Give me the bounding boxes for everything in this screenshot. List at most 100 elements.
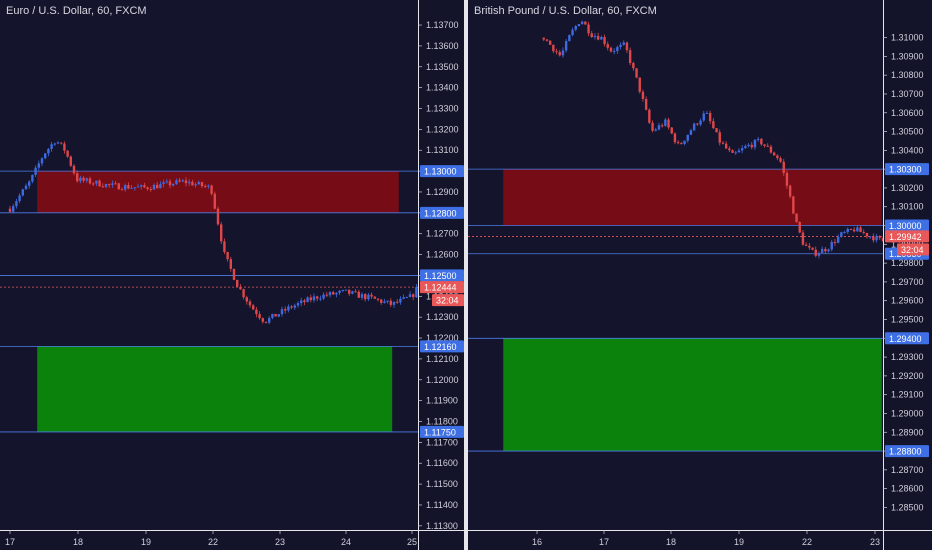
- candle: [21, 188, 24, 197]
- candle-body: [319, 298, 322, 300]
- candle: [632, 61, 635, 71]
- x-tick-label: 23: [870, 537, 880, 547]
- candle-body: [843, 232, 846, 234]
- candle-body: [660, 125, 664, 127]
- candle-body: [181, 180, 184, 182]
- gbpusd-chart-panel[interactable]: 1.31000 1.30900 1.30800 1.30700 1.30600 1.305…: [468, 0, 932, 550]
- candle: [664, 117, 667, 127]
- candle: [360, 292, 364, 301]
- candle-body: [389, 300, 392, 305]
- eurusd-chart-panel[interactable]: 1.13700 1.13600 1.13500 1.13400 1.13300 1.132…: [0, 0, 464, 550]
- candle-body: [785, 172, 789, 186]
- price-level-tag-text: 1.12800: [424, 208, 457, 218]
- candle-body: [63, 143, 66, 151]
- candle: [34, 165, 37, 177]
- candle: [580, 20, 584, 25]
- candle: [552, 44, 555, 54]
- candle: [779, 156, 782, 164]
- price-level-tag-text: 1.30000: [889, 221, 922, 231]
- candle: [328, 291, 332, 298]
- candle-body: [357, 291, 360, 298]
- candle-body: [108, 184, 111, 186]
- candle-body: [686, 134, 689, 141]
- candle-body: [399, 298, 402, 303]
- candle-body: [322, 294, 325, 299]
- price-level-tag-box: [885, 219, 929, 232]
- candle: [657, 122, 661, 131]
- price-level-tag: 1.30000: [885, 219, 929, 232]
- candle-body: [412, 294, 415, 298]
- gbpusd-chart[interactable]: 1.31000 1.30900 1.30800 1.30700 1.30600 1.305…: [468, 0, 932, 550]
- candle: [399, 296, 402, 305]
- candle: [846, 227, 849, 234]
- candle: [133, 187, 136, 191]
- candle: [840, 231, 843, 238]
- candle-body: [98, 180, 101, 187]
- candle-body: [852, 229, 856, 232]
- y-tick-label: 1.28500: [891, 502, 924, 512]
- candle: [156, 181, 159, 189]
- candle-body: [60, 142, 63, 144]
- candle-body: [15, 201, 18, 207]
- price-level-tag-box: [420, 340, 464, 353]
- candle-body: [856, 227, 859, 232]
- candle: [878, 235, 881, 240]
- candle: [568, 34, 571, 42]
- candle: [795, 213, 798, 223]
- candle: [412, 293, 415, 301]
- candle-body: [332, 292, 335, 295]
- y-tick-label: 1.29700: [891, 277, 924, 287]
- candle: [609, 46, 613, 53]
- candle: [718, 129, 721, 146]
- y-tick-label: 1.28900: [891, 427, 924, 437]
- candle-body: [827, 249, 830, 252]
- x-tick-label: 24: [341, 537, 351, 547]
- candle: [284, 306, 287, 314]
- x-tick-label: 23: [275, 537, 285, 547]
- candle-body: [280, 309, 284, 315]
- y-tick-label: 1.30700: [891, 89, 924, 99]
- candle-body: [593, 35, 597, 38]
- candle: [63, 141, 66, 154]
- y-tick-label: 1.29500: [891, 315, 924, 325]
- candle-body: [178, 180, 181, 182]
- x-tick-label: 16: [532, 537, 542, 547]
- candle-body: [875, 236, 878, 241]
- candle: [335, 292, 338, 298]
- candle-body: [792, 196, 795, 214]
- eurusd-chart[interactable]: 1.13700 1.13600 1.13500 1.13400 1.13300 1.132…: [0, 0, 464, 550]
- candle: [50, 141, 53, 152]
- candle: [341, 289, 344, 292]
- candle-body: [776, 155, 779, 159]
- candle-body: [290, 306, 293, 308]
- candle: [606, 41, 609, 51]
- candle: [149, 186, 152, 192]
- candle-body: [383, 301, 386, 303]
- candle-body: [245, 297, 248, 302]
- candle: [875, 233, 878, 243]
- x-tick-label: 17: [599, 537, 609, 547]
- candle: [856, 225, 859, 232]
- candle-body: [152, 184, 156, 190]
- panel-divider[interactable]: [464, 0, 468, 550]
- candle-body: [651, 122, 654, 131]
- candle: [865, 232, 869, 239]
- candle-body: [415, 287, 418, 298]
- candle: [28, 180, 31, 189]
- candle-body: [277, 314, 280, 317]
- price-level-tag: 1.29400: [885, 332, 929, 345]
- candle-body: [708, 112, 712, 122]
- candle: [124, 183, 127, 192]
- plot-background: [0, 0, 418, 530]
- candle-body: [213, 193, 216, 209]
- candle: [332, 290, 335, 295]
- candle: [830, 239, 833, 252]
- candle: [766, 143, 769, 147]
- candle: [628, 47, 632, 66]
- candle: [564, 38, 568, 53]
- candle: [673, 132, 677, 145]
- candle-body: [580, 21, 584, 25]
- candle: [721, 140, 725, 145]
- y-tick-label: 1.13500: [426, 62, 459, 72]
- candle: [175, 178, 178, 186]
